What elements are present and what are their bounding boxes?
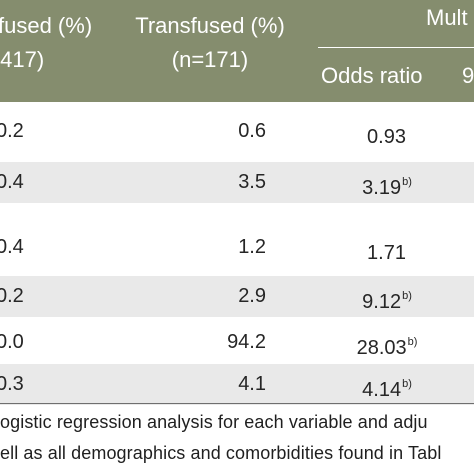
header-ci: 9: [462, 63, 474, 88]
cell-transfused: 4.1: [238, 373, 266, 395]
table-row: 0.3 4.1 4.14b): [0, 364, 474, 405]
cell-untransfused: 0.2: [0, 120, 24, 142]
header-odds-ratio: Odds ratio: [321, 63, 423, 88]
table-row: 0.4 3.5 3.19b): [0, 162, 474, 203]
header-multivariate: Mult: [426, 5, 468, 30]
header-untransfused-n: ,417): [0, 47, 45, 72]
table-row: 0.4 1.2 1.71: [0, 227, 474, 268]
header-transfused-n: (n=171): [171, 47, 249, 72]
table-header: fused (%) ,417) Transfused (%) (n=171) M…: [0, 0, 474, 102]
cell-transfused: 94.2: [227, 331, 266, 353]
cell-untransfused: 0.4: [0, 236, 24, 258]
table-row: 0.0 94.2 28.03b): [0, 322, 474, 363]
header-untransfused: fused (%): [0, 13, 93, 38]
cell-transfused: 3.5: [238, 171, 266, 193]
cell-transfused: 2.9: [238, 285, 266, 307]
cell-transfused: 0.6: [238, 120, 266, 142]
cell-odds-ratio: 4.14b): [362, 378, 412, 401]
cell-untransfused: 0.0: [0, 331, 24, 353]
header-transfused: Transfused (%): [135, 13, 285, 38]
table-bottom-rule: [0, 403, 474, 404]
cell-untransfused: 0.4: [0, 171, 24, 193]
table-row: 0.2 2.9 9.12b): [0, 276, 474, 317]
cell-transfused: 1.2: [238, 236, 266, 258]
cell-untransfused: 0.3: [0, 373, 24, 395]
cell-odds-ratio: 0.93: [367, 126, 406, 148]
cell-odds-ratio: 9.12b): [362, 290, 412, 313]
cell-odds-ratio: 3.19b): [362, 176, 412, 199]
cell-untransfused: 0.2: [0, 285, 24, 307]
cell-odds-ratio: 1.71: [367, 242, 406, 264]
header-divider: [318, 47, 474, 48]
table-row: 0.2 0.6 0.93: [0, 111, 474, 152]
footnote-line-1: ogistic regression analysis for each var…: [0, 412, 428, 432]
cell-odds-ratio: 28.03b): [356, 336, 418, 359]
footnote-line-2: ell as all demographics and comorbiditie…: [0, 443, 442, 463]
